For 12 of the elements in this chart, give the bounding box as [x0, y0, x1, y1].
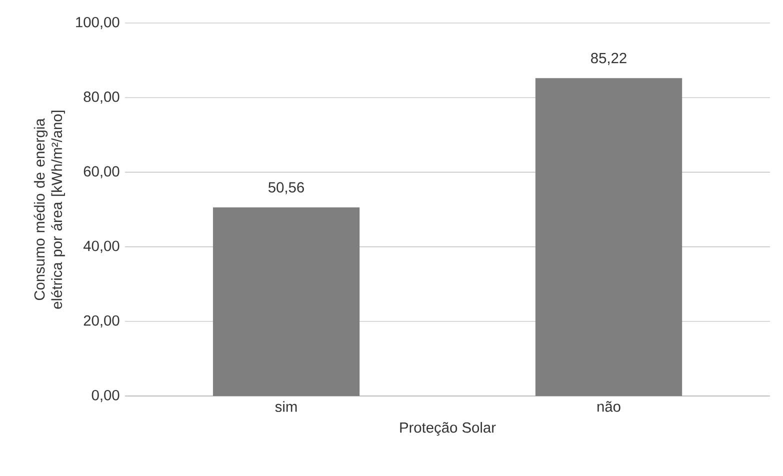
y-tick-label: 20,00 — [84, 315, 120, 328]
y-tick-label: 80,00 — [84, 92, 120, 104]
data-label: 85,22 — [591, 52, 626, 65]
y-tick-label: 0,00 — [92, 390, 120, 402]
data-label: 50,56 — [268, 182, 304, 194]
y-axis-title: Consumo médio de energia elétrica por área [kWh/m²/ano] — [34, 110, 65, 309]
x-tick-label: sim — [275, 401, 297, 412]
x-tick-label: não — [598, 401, 620, 412]
y-tick-label: 60,00 — [84, 166, 120, 178]
y-tick-label: 40,00 — [83, 240, 120, 253]
y-tick-label: 100,00 — [76, 16, 120, 30]
x-axis-title: Proteção Solar — [400, 422, 496, 436]
